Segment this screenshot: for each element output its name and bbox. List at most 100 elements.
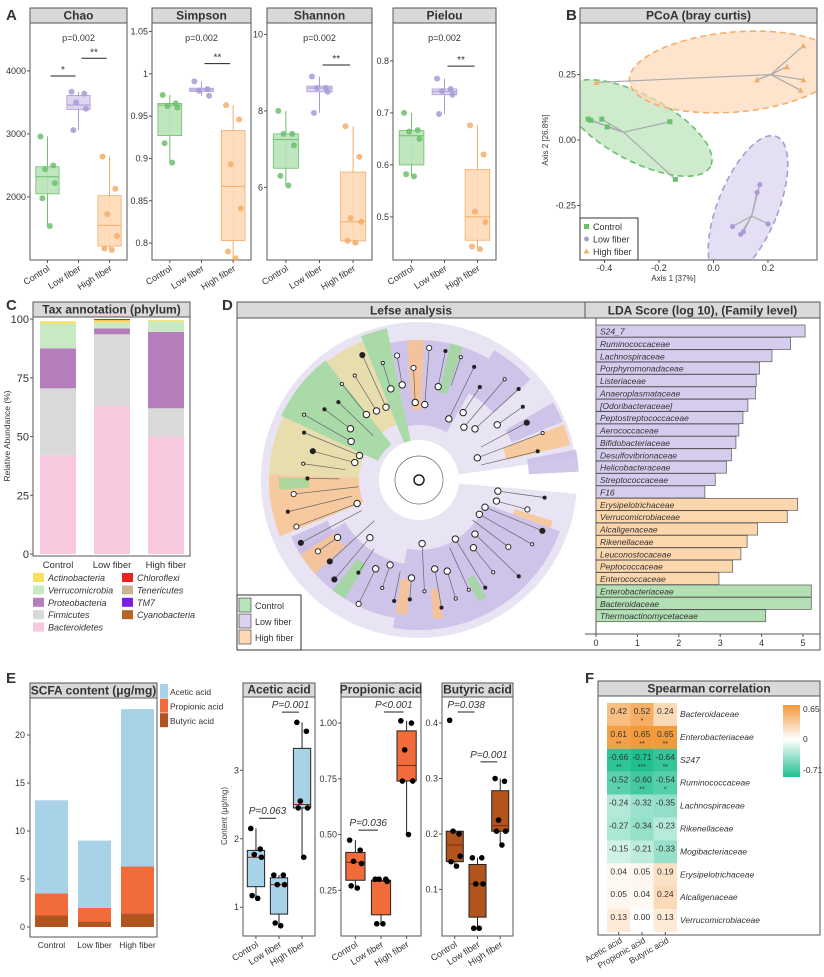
bar-segment — [94, 334, 130, 406]
clade-sector — [268, 474, 364, 537]
clade-sector — [503, 424, 571, 460]
y-tick-label: 3000 — [6, 129, 26, 139]
data-point — [453, 863, 460, 869]
heatmap-cell — [607, 748, 631, 772]
bar-segment — [148, 321, 184, 332]
spearman-heatmap: Spearman correlation 0.42 0.52 * 0.24 Bactero… — [583, 680, 823, 970]
data-point — [501, 778, 508, 785]
data-point — [313, 84, 320, 91]
tree-node — [494, 487, 502, 495]
panel-letter: C — [6, 297, 17, 314]
data-point — [285, 182, 292, 189]
bar-segment — [78, 907, 111, 922]
x-tick-label: Low fiber — [287, 263, 323, 291]
legend-label: Propionic acid — [170, 702, 224, 712]
tree-node — [293, 523, 300, 530]
legend-swatch — [160, 698, 168, 713]
pcoa-plot: PCoA (bray curtis) -0.4 -0.2 0.0 0.2 -0.25 0.0… — [541, 7, 818, 283]
y-tick-label: -0.25 — [555, 201, 576, 211]
data-point — [308, 73, 315, 80]
clade-sector — [430, 588, 444, 620]
panel-title: Simpson — [176, 9, 227, 23]
tree-node — [347, 437, 355, 446]
data-point — [227, 161, 234, 168]
heatmap-cell — [607, 909, 631, 933]
tree-branch — [312, 450, 355, 463]
data-point — [251, 851, 258, 858]
y-tick-label: 0.95 — [130, 111, 148, 121]
tree-node — [458, 355, 463, 360]
spider-line — [596, 73, 771, 84]
data-point — [672, 176, 678, 182]
legend-marker — [584, 236, 589, 242]
data-point — [344, 237, 351, 244]
cell-value: 0.52 — [634, 706, 651, 716]
clade-sector — [300, 532, 345, 574]
tree-branch — [324, 409, 351, 430]
significance-label: ** — [332, 54, 340, 65]
y-tick-label: 2 — [234, 834, 239, 844]
data-point — [358, 860, 365, 867]
data-point — [169, 159, 176, 166]
legend-box — [579, 217, 639, 261]
lda-bar — [595, 361, 760, 375]
data-point — [480, 151, 487, 158]
y-tick-label: 0.1 — [425, 884, 438, 894]
tree-branch — [463, 379, 505, 428]
legend-swatch — [122, 597, 133, 607]
data-point — [800, 76, 807, 83]
tree-node — [346, 425, 355, 433]
tree-node — [542, 495, 547, 500]
spider-line — [751, 192, 758, 217]
tree-node — [356, 570, 361, 575]
legend-label: Cyanobacteria — [137, 610, 195, 620]
bar-segment — [121, 709, 154, 867]
heatmap-cell — [653, 771, 677, 795]
tree-branch — [484, 506, 543, 532]
clade-sector — [395, 578, 411, 615]
data-point — [439, 88, 446, 95]
box — [370, 879, 392, 916]
y-tick-label: 0.75 — [319, 774, 337, 784]
data-point — [356, 153, 363, 160]
tree-branch — [303, 432, 360, 456]
plot-area — [580, 30, 817, 260]
data-point — [101, 245, 108, 252]
data-point — [757, 181, 763, 188]
lda-bar-label: Helicobacteraceae — [600, 463, 671, 473]
heatmap-cell — [653, 703, 677, 726]
tree-branch — [362, 354, 387, 408]
data-point — [414, 127, 421, 134]
cell-value: -0.71 — [632, 752, 652, 762]
tree-branch — [358, 548, 375, 573]
heatmap-cell — [630, 909, 654, 933]
bar-segment — [148, 320, 184, 322]
data-point — [448, 858, 454, 865]
row-label: Lachnospiraceae — [680, 801, 745, 811]
x-tick-label: High fiber — [444, 263, 482, 292]
tree-node — [380, 585, 385, 590]
legend-label: Tenericutes — [137, 585, 184, 595]
tree-node — [305, 476, 310, 481]
lda-bar — [595, 572, 720, 585]
heatmap-cell — [653, 794, 677, 818]
data-point — [224, 248, 231, 255]
panel-title: PCoA (bray curtis) — [646, 9, 751, 23]
tree-node — [301, 461, 306, 466]
data-point — [161, 140, 168, 147]
y-axis-title: Relative Abundance (%) — [2, 390, 12, 481]
y-tick-label: 4000 — [6, 66, 26, 76]
legend-label: Acetic acid — [170, 687, 211, 697]
legend-swatch — [33, 610, 44, 620]
tree-branch — [413, 367, 416, 403]
x-tick-label: High fiber — [199, 263, 237, 292]
bar-segment — [35, 893, 68, 916]
y-tick-label: 0.25 — [319, 885, 337, 895]
color-scale-label: 0.65 — [803, 704, 820, 714]
data-point — [476, 246, 483, 253]
row-label: Bacteroidaceae — [680, 709, 739, 719]
data-point — [271, 872, 277, 878]
data-point — [108, 246, 115, 253]
tree-node — [540, 430, 545, 436]
